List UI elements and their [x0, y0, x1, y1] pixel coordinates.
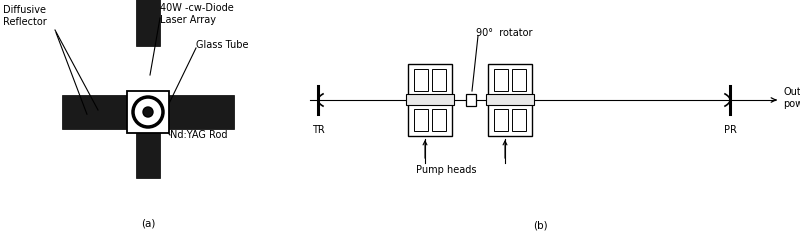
Bar	[62, 95, 134, 129]
Bar	[144, 97, 152, 104]
Bar	[408, 64, 452, 136]
Bar	[512, 109, 526, 131]
Text: Output
power: Output power	[783, 87, 800, 109]
Circle shape	[133, 97, 163, 127]
Text: (b): (b)	[533, 220, 547, 230]
Bar	[133, 108, 140, 116]
Bar	[414, 69, 428, 91]
Bar	[144, 120, 152, 127]
Bar	[136, 0, 160, 46]
Text: Pump heads: Pump heads	[416, 165, 477, 175]
Bar	[127, 91, 169, 133]
Text: Diffusive
Reflector: Diffusive Reflector	[3, 5, 46, 27]
Bar	[432, 109, 446, 131]
Text: Glass Tube: Glass Tube	[196, 40, 249, 50]
Bar	[488, 64, 532, 136]
Bar	[466, 94, 476, 106]
Text: TR: TR	[312, 125, 324, 135]
Bar	[414, 109, 428, 131]
Circle shape	[143, 107, 153, 117]
Bar	[432, 69, 446, 91]
Text: 90°  rotator: 90° rotator	[476, 28, 533, 38]
Bar	[494, 109, 508, 131]
Bar	[136, 120, 160, 178]
Bar	[162, 95, 234, 129]
Bar	[406, 94, 454, 105]
Text: PR: PR	[723, 125, 737, 135]
Bar	[486, 94, 534, 105]
Text: (a): (a)	[141, 218, 155, 228]
Bar	[494, 69, 508, 91]
Bar	[512, 69, 526, 91]
Bar	[156, 108, 163, 116]
Text: 40W -cw-Diode
Laser Array: 40W -cw-Diode Laser Array	[160, 3, 234, 25]
Text: Nd:YAG Rod: Nd:YAG Rod	[170, 130, 227, 140]
